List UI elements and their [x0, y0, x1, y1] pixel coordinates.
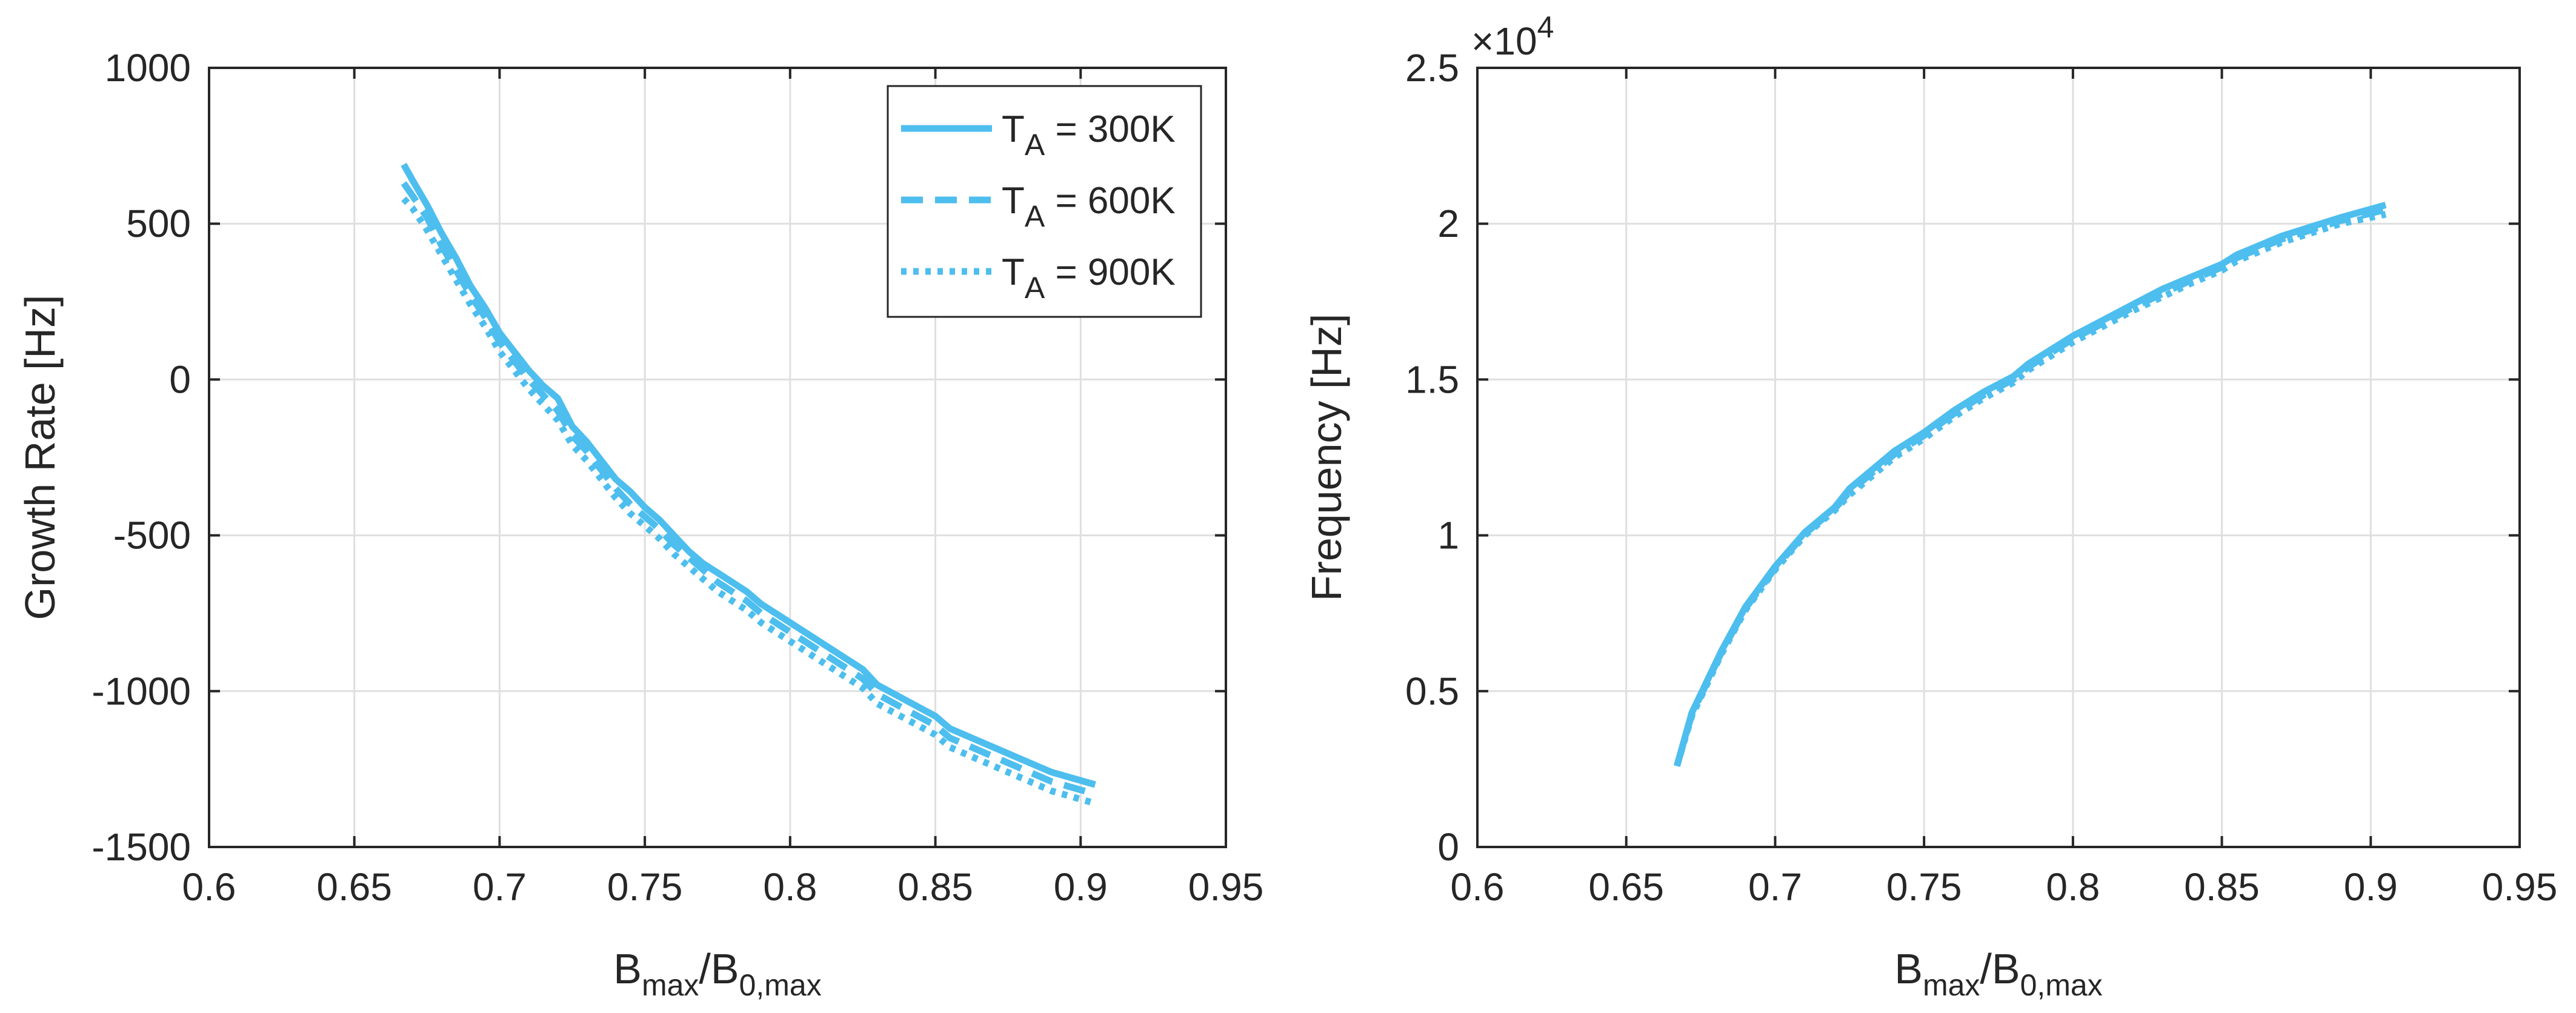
y-tick-label: -1000	[92, 669, 191, 713]
legend-label: TA = 900K	[1002, 251, 1176, 305]
y-tick-label: 1000	[105, 46, 191, 90]
x-tick-label: 0.6	[182, 865, 236, 909]
x-tick-label: 0.65	[1588, 865, 1664, 909]
y-axis-label: Frequency [Hz]	[1303, 314, 1350, 602]
x-tick-label: 0.85	[2184, 865, 2260, 909]
series-line-dotted	[401, 196, 1096, 807]
series-line-solid	[401, 162, 1096, 788]
axes-frame	[1476, 67, 2521, 848]
y-tick-label: 1.5	[1405, 357, 1459, 401]
plot-area	[1477, 68, 2520, 847]
x-tick-label: 0.8	[763, 865, 817, 909]
x-axis-label: Bmax/B0,max	[613, 945, 821, 1002]
y-tick-label: 2.5	[1405, 46, 1459, 90]
x-tick-label: 0.65	[316, 865, 392, 909]
x-tick-label: 0.9	[2344, 865, 2398, 909]
x-tick-label: 0.7	[1748, 865, 1802, 909]
y-tick-label: 0	[1437, 825, 1459, 869]
x-tick-label: 0.75	[607, 865, 683, 909]
x-tick-label: 0.95	[1188, 865, 1264, 909]
y-tick-label: 500	[126, 202, 191, 245]
y-tick-label: 0.5	[1405, 669, 1459, 713]
growth-rate-panel: 0.6 0.65 0.7 0.75 0.8 0.85 0.9 0.95 -1500 -1000 -5…	[16, 46, 1263, 1002]
series-line-dotted	[1674, 211, 2387, 767]
x-tick-label: 0.9	[1054, 865, 1108, 909]
frequency-panel: 0.6 0.65 0.7 0.75 0.8 0.85 0.9 0.95 0 0.5 1 1.5 2 2.5…	[1303, 10, 2557, 1002]
y-axis-label: Growth Rate [Hz]	[16, 295, 64, 620]
x-tick-label: 0.75	[1886, 865, 1962, 909]
y-tick-label: -500	[113, 514, 191, 557]
axes-frame	[208, 67, 1227, 848]
y-tick-label: 0	[169, 357, 191, 401]
y-exponent-label: ×104	[1471, 10, 1554, 63]
x-tick-label: 0.6	[1451, 865, 1505, 909]
y-tick-label: 1	[1437, 514, 1459, 557]
x-tick-label: 0.8	[2046, 865, 2100, 909]
y-tick-label: 2	[1437, 202, 1459, 245]
series-line-dashed	[401, 181, 1096, 797]
x-tick-label: 0.7	[473, 865, 527, 909]
x-tick-label: 0.95	[2482, 865, 2558, 909]
legend-label: TA = 600K	[1002, 180, 1176, 233]
x-tick-label: 0.85	[897, 865, 973, 909]
series-line-dashed	[1674, 206, 2387, 767]
y-tick-label: -1500	[92, 825, 191, 869]
legend-label: TA = 300K	[1002, 108, 1176, 162]
x-axis-label: Bmax/B0,max	[1894, 945, 2102, 1002]
